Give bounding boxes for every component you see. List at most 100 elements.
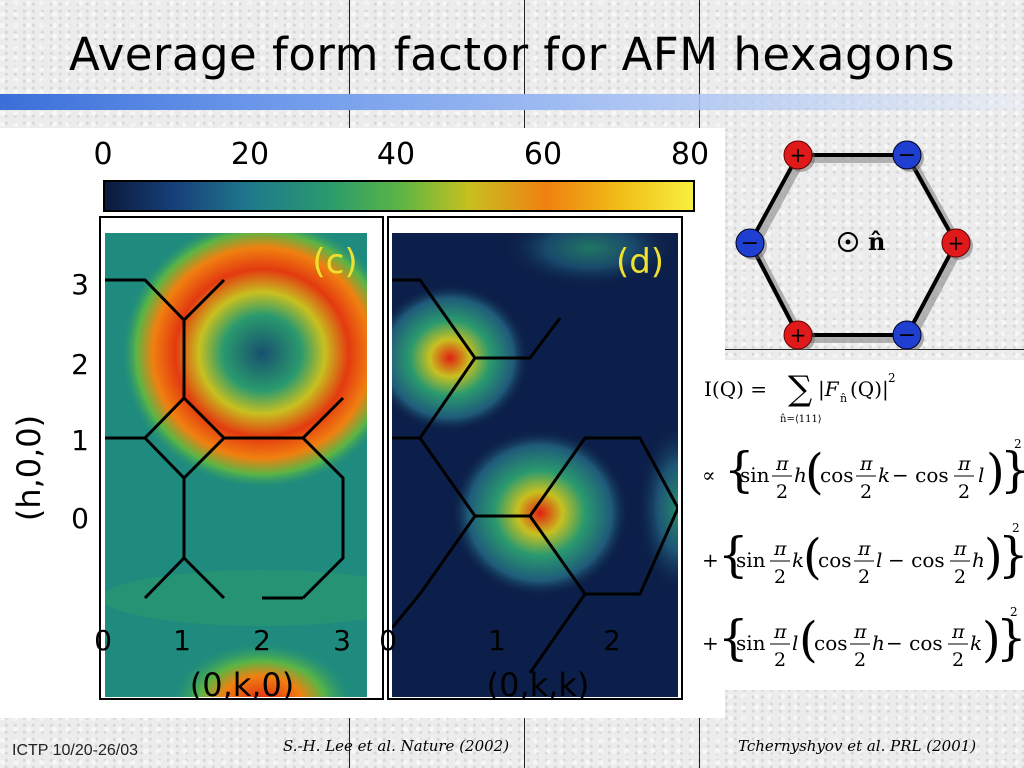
formula-lhs: I(Q) = bbox=[704, 377, 767, 401]
svg-text:− cos: − cos bbox=[892, 463, 949, 487]
svg-text:π: π bbox=[857, 538, 871, 560]
svg-text:}: } bbox=[998, 527, 1024, 583]
svg-text:(: ( bbox=[805, 444, 824, 500]
panel-d-label: (d) bbox=[616, 242, 664, 282]
svg-text:π: π bbox=[773, 621, 787, 643]
svg-text:h: h bbox=[972, 548, 985, 572]
svg-text:2: 2 bbox=[774, 649, 786, 671]
formula-panel: I(Q) = ∑ n̂=⟨111⟩ |F n̂ (Q)| 2 ∝ { sin π… bbox=[700, 360, 1024, 690]
x-tick: 0 bbox=[94, 624, 112, 657]
svg-text:+: + bbox=[948, 231, 965, 255]
svg-text:2: 2 bbox=[958, 481, 970, 503]
svg-text:− cos: − cos bbox=[886, 631, 943, 655]
svg-text:2: 2 bbox=[860, 481, 872, 503]
spin-site: + bbox=[941, 228, 973, 260]
svg-text:k: k bbox=[878, 463, 890, 487]
sum-term-subscript: n̂ bbox=[840, 392, 847, 405]
svg-text:k: k bbox=[970, 631, 982, 655]
x-axis-label: (0,k,k) bbox=[487, 666, 590, 704]
svg-text:{: { bbox=[724, 442, 755, 498]
slide-title: Average form factor for AFM hexagons bbox=[68, 28, 956, 81]
svg-text:cos: cos bbox=[820, 463, 854, 487]
panel-d: (d) bbox=[387, 216, 683, 700]
svg-text:sin: sin bbox=[736, 548, 766, 572]
x-tick: 3 bbox=[333, 624, 351, 657]
svg-text:cos: cos bbox=[814, 631, 848, 655]
svg-text:−: − bbox=[741, 231, 759, 256]
formula-line-2: + { sin π 2 k ( cos π 2 l − cos π 2 h ) … bbox=[702, 521, 1024, 588]
svg-text:sin: sin bbox=[740, 463, 770, 487]
svg-text:l: l bbox=[792, 631, 798, 655]
svg-text:2: 2 bbox=[952, 649, 964, 671]
panel-c-label: (c) bbox=[312, 242, 357, 282]
normal-vector-icon bbox=[838, 232, 858, 252]
svg-text:2: 2 bbox=[1014, 437, 1022, 451]
svg-text:−: − bbox=[898, 143, 916, 168]
svg-text:π: π bbox=[953, 538, 967, 560]
colorbar bbox=[103, 180, 695, 212]
svg-text:(: ( bbox=[803, 529, 822, 585]
svg-text:2: 2 bbox=[1010, 605, 1018, 619]
sum-term: |F bbox=[818, 377, 840, 402]
svg-text:h: h bbox=[872, 631, 885, 655]
x-tick: 0 bbox=[379, 624, 397, 657]
svg-text:): ) bbox=[982, 612, 1001, 668]
footer-reference-1: S.-H. Lee et al. Nature (2002) bbox=[283, 737, 510, 755]
panel-c: (c) bbox=[99, 216, 384, 700]
svg-text:{: { bbox=[718, 527, 749, 583]
colorbar-tick: 20 bbox=[231, 137, 269, 172]
svg-text:2: 2 bbox=[776, 481, 788, 503]
spin-site: + bbox=[783, 320, 815, 350]
svg-text:l: l bbox=[978, 463, 984, 487]
svg-text:2: 2 bbox=[854, 649, 866, 671]
colorbar-tick: 0 bbox=[93, 137, 112, 172]
svg-text:}: } bbox=[1000, 442, 1024, 498]
svg-text:−: − bbox=[898, 323, 916, 348]
svg-text:+: + bbox=[702, 631, 719, 655]
svg-text:∝: ∝ bbox=[702, 463, 716, 487]
y-tick: 3 bbox=[71, 268, 89, 301]
svg-text:{: { bbox=[718, 610, 749, 666]
figure-svg: 0 20 40 60 80 bbox=[10, 137, 709, 704]
svg-text:π: π bbox=[775, 453, 789, 475]
svg-text:(: ( bbox=[799, 612, 818, 668]
sum-subscript: n̂=⟨111⟩ bbox=[780, 414, 822, 425]
form-factor-figure: 0 20 40 60 80 bbox=[0, 128, 725, 718]
sum-symbol: ∑ bbox=[788, 369, 812, 409]
x-axis-label: (0,k,0) bbox=[190, 666, 295, 704]
spin-site: + bbox=[783, 140, 815, 172]
x-tick: 1 bbox=[488, 624, 506, 657]
svg-text:π: π bbox=[951, 621, 965, 643]
hexagon-diagram: + − + − + − n̂ bbox=[735, 140, 973, 350]
svg-text:): ) bbox=[984, 529, 1003, 585]
svg-text:}: } bbox=[996, 610, 1024, 666]
svg-text:π: π bbox=[859, 453, 873, 475]
normal-vector-label: n̂ bbox=[868, 227, 885, 256]
y-tick: 0 bbox=[71, 502, 89, 535]
svg-text:sin: sin bbox=[736, 631, 766, 655]
x-tick: 2 bbox=[253, 624, 271, 657]
power: 2 bbox=[888, 371, 896, 385]
svg-text:2: 2 bbox=[858, 566, 870, 588]
formula-line-1: ∝ { sin π 2 h ( cos π 2 k − cos π 2 l ) … bbox=[702, 437, 1024, 503]
formula-line-3: + { sin π 2 l ( cos π 2 h − cos π 2 k ) … bbox=[702, 605, 1024, 671]
y-axis-label: (h,0,0) bbox=[10, 415, 48, 521]
footer-event: ICTP 10/20-26/03 bbox=[12, 742, 139, 759]
spin-site: − bbox=[892, 140, 924, 172]
spin-site: − bbox=[735, 228, 767, 260]
svg-text:π: π bbox=[957, 453, 971, 475]
title-underline-bar bbox=[0, 94, 1024, 110]
svg-text:k: k bbox=[792, 548, 804, 572]
svg-text:+: + bbox=[790, 143, 807, 167]
y-tick: 1 bbox=[71, 424, 89, 457]
colorbar-tick: 40 bbox=[377, 137, 415, 172]
svg-text:): ) bbox=[986, 444, 1005, 500]
spin-site: − bbox=[892, 320, 924, 350]
svg-text:+: + bbox=[702, 548, 719, 572]
svg-text:π: π bbox=[853, 621, 867, 643]
svg-text:2: 2 bbox=[954, 566, 966, 588]
svg-text:− cos: − cos bbox=[888, 548, 945, 572]
colorbar-tick: 60 bbox=[524, 137, 562, 172]
x-tick: 2 bbox=[603, 624, 621, 657]
svg-text:2: 2 bbox=[774, 566, 786, 588]
